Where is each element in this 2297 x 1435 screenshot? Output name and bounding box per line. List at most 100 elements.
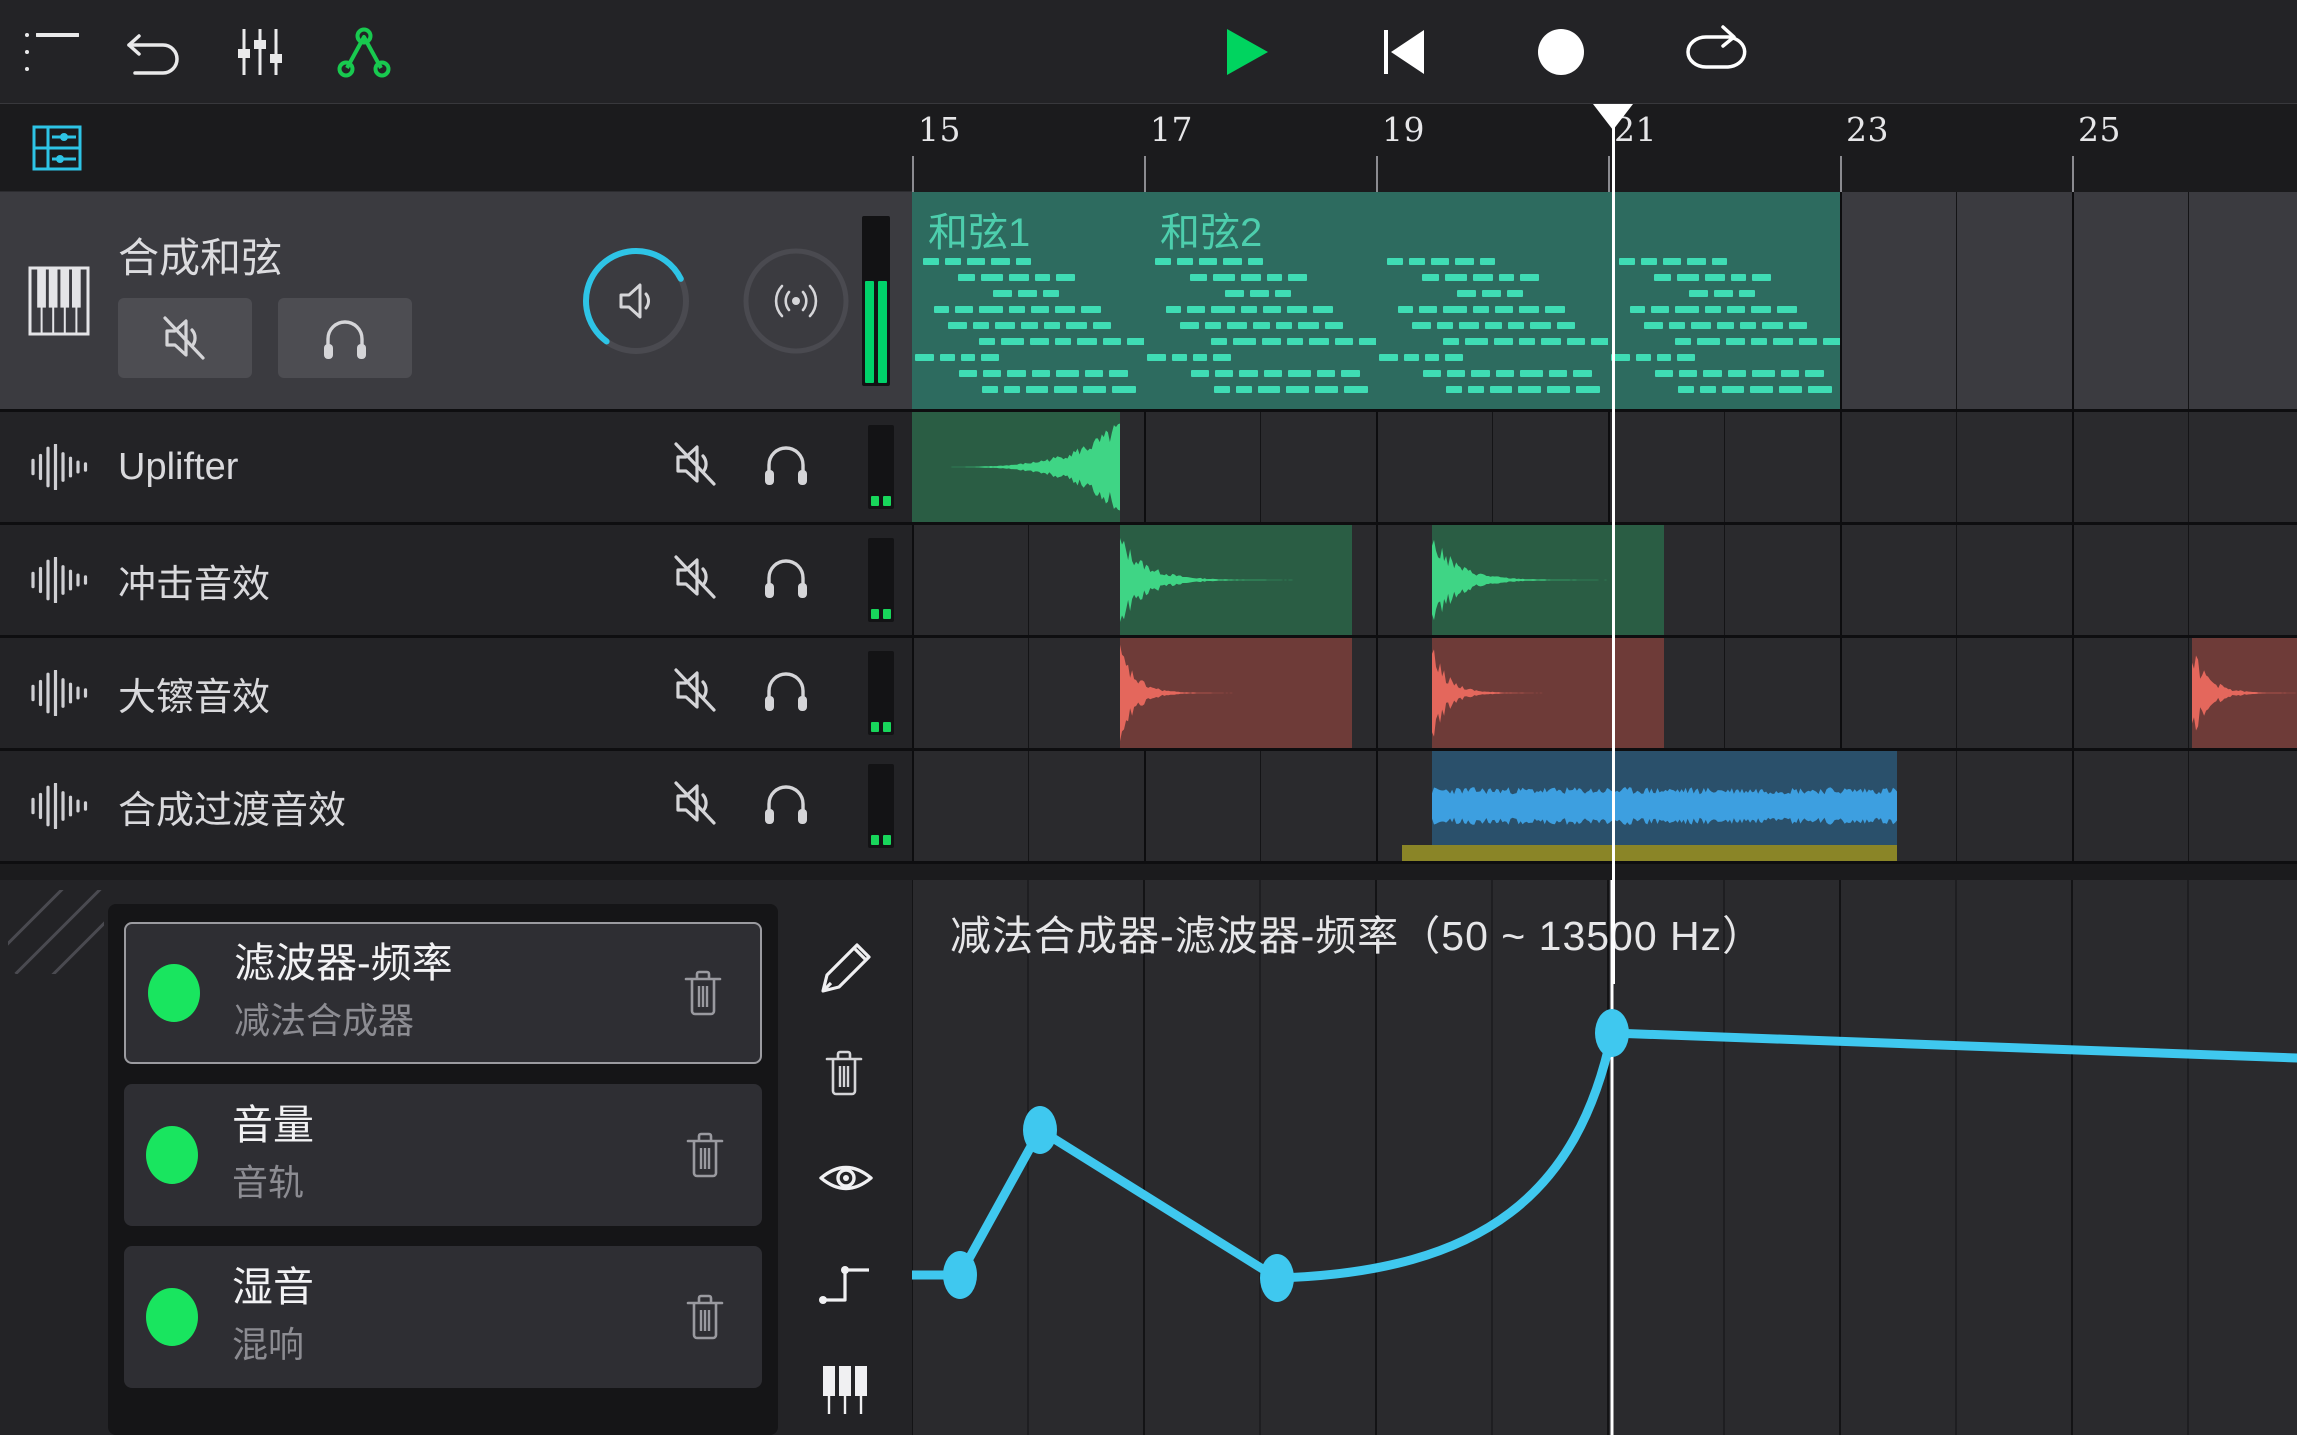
timeline-ruler[interactable]: 15 17 19 21 23 25	[912, 104, 2297, 192]
panel-resize-handle[interactable]	[8, 890, 104, 974]
param-enable-dot[interactable]	[148, 964, 200, 1022]
mute-button[interactable]	[654, 766, 744, 846]
track-header[interactable]: 合成和弦	[0, 192, 912, 409]
track-name[interactable]: 合成过渡音效	[118, 789, 347, 832]
clip-waveform	[1432, 649, 1664, 737]
midi-note	[1056, 274, 1076, 281]
timeline-ruler-row: 15 17 19 21 23 25	[0, 104, 2297, 192]
track-header[interactable]: Uplifter	[0, 412, 912, 522]
automation-param-item[interactable]: 音量 音轨	[124, 1084, 762, 1226]
clip[interactable]	[912, 412, 1120, 522]
trash-icon	[686, 1294, 724, 1340]
mute-button[interactable]	[654, 427, 744, 507]
track-header[interactable]: 冲击音效	[0, 525, 912, 635]
midi-note	[1674, 338, 1692, 345]
mixer-button[interactable]	[208, 0, 312, 104]
midi-note	[1309, 338, 1330, 345]
tool-pencil-icon[interactable]	[798, 928, 894, 1008]
grid-line	[1028, 525, 1029, 635]
track-name[interactable]: 冲击音效	[118, 563, 271, 606]
waveform-icon	[31, 783, 88, 829]
automation-param-item[interactable]: 湿音 混响	[124, 1246, 762, 1388]
track-header[interactable]: 大镲音效	[0, 638, 912, 748]
solo-button[interactable]	[744, 427, 834, 507]
track-lane[interactable]: 和弦1 和弦2	[912, 192, 2297, 409]
midi-note	[1287, 306, 1307, 313]
param-enable-dot[interactable]	[146, 1126, 198, 1184]
clip[interactable]	[1120, 638, 1352, 748]
track-list-toggle[interactable]	[0, 104, 912, 192]
track-lane[interactable]	[912, 751, 2297, 861]
ruler-bar-label: 19	[1382, 110, 1425, 149]
param-delete-button[interactable]	[670, 1289, 740, 1345]
solo-button[interactable]	[744, 653, 834, 733]
clip[interactable]	[1432, 751, 1897, 861]
clip[interactable]	[1120, 525, 1352, 635]
midi-note	[1714, 290, 1733, 297]
mute-icon	[674, 781, 716, 825]
midi-note	[1258, 386, 1281, 393]
clip[interactable]	[1432, 525, 1664, 635]
clip-waveform	[1120, 644, 1352, 742]
clip[interactable]	[1376, 192, 1608, 409]
solo-button[interactable]	[744, 766, 834, 846]
volume-knob[interactable]	[580, 245, 692, 357]
track-name[interactable]: 合成和弦	[118, 234, 282, 281]
track-lane[interactable]	[912, 638, 2297, 748]
solo-button[interactable]	[278, 297, 412, 378]
mute-button[interactable]	[654, 540, 744, 620]
automation-point[interactable]	[1023, 1106, 1057, 1154]
automation-point[interactable]	[1260, 1254, 1294, 1302]
track-header[interactable]: 合成过渡音效	[0, 751, 912, 861]
pan-knob[interactable]	[740, 245, 852, 357]
midi-note	[1731, 274, 1747, 281]
param-text: 湿音 混响	[232, 1266, 670, 1367]
clip-automation-strip[interactable]	[1402, 845, 1897, 861]
step-curve-icon	[819, 1266, 869, 1305]
midi-note	[980, 274, 1003, 281]
tool-piano-keys-icon[interactable]	[798, 1351, 894, 1431]
clip[interactable]: 和弦1	[912, 192, 1144, 409]
track-name[interactable]: 大镲音效	[118, 676, 271, 719]
automation-button[interactable]	[312, 0, 416, 104]
midi-note	[1471, 370, 1491, 377]
menu-button[interactable]	[0, 0, 104, 104]
clip[interactable]	[1608, 192, 1840, 409]
track-row: 大镲音效	[0, 638, 2297, 751]
track-lane[interactable]	[912, 525, 2297, 635]
tool-eye-icon[interactable]	[798, 1140, 894, 1220]
automation-point[interactable]	[1595, 1009, 1629, 1057]
piano-icon	[28, 266, 90, 335]
play-button[interactable]	[1180, 0, 1310, 104]
tool-step-curve-icon[interactable]	[798, 1245, 894, 1325]
record-button[interactable]	[1496, 0, 1626, 104]
automation-curve[interactable]	[912, 880, 2297, 1435]
automation-param-item[interactable]: 滤波器-频率 减法合成器	[124, 922, 762, 1064]
param-enable-dot[interactable]	[146, 1288, 198, 1346]
mute-button[interactable]	[654, 653, 744, 733]
midi-note	[1008, 274, 1030, 281]
tool-trash-icon[interactable]	[798, 1034, 894, 1114]
clip[interactable]	[1432, 638, 1664, 748]
track-name[interactable]: Uplifter	[118, 445, 239, 488]
mute-button[interactable]	[118, 297, 252, 378]
clip[interactable]	[2192, 638, 2297, 748]
midi-note	[1611, 354, 1630, 361]
midi-note	[1262, 306, 1282, 313]
clip[interactable]: 和弦2	[1144, 192, 1376, 409]
track-lane[interactable]	[912, 412, 2297, 522]
loop-button[interactable]	[1654, 0, 1784, 104]
midi-note	[1676, 274, 1699, 281]
param-delete-button[interactable]	[670, 1127, 740, 1183]
grid-line	[2188, 412, 2189, 522]
midi-note	[1054, 386, 1077, 393]
automation-point[interactable]	[943, 1251, 977, 1299]
automation-curve-editor[interactable]: 减法合成器-滤波器-频率（50 ~ 13500 Hz）	[912, 880, 2297, 1435]
rewind-button[interactable]	[1338, 0, 1468, 104]
midi-note	[1112, 386, 1136, 393]
solo-button[interactable]	[744, 540, 834, 620]
param-delete-button[interactable]	[668, 965, 738, 1021]
grid-line	[1260, 412, 1261, 522]
undo-button[interactable]	[104, 0, 208, 104]
midi-note	[981, 354, 1000, 361]
